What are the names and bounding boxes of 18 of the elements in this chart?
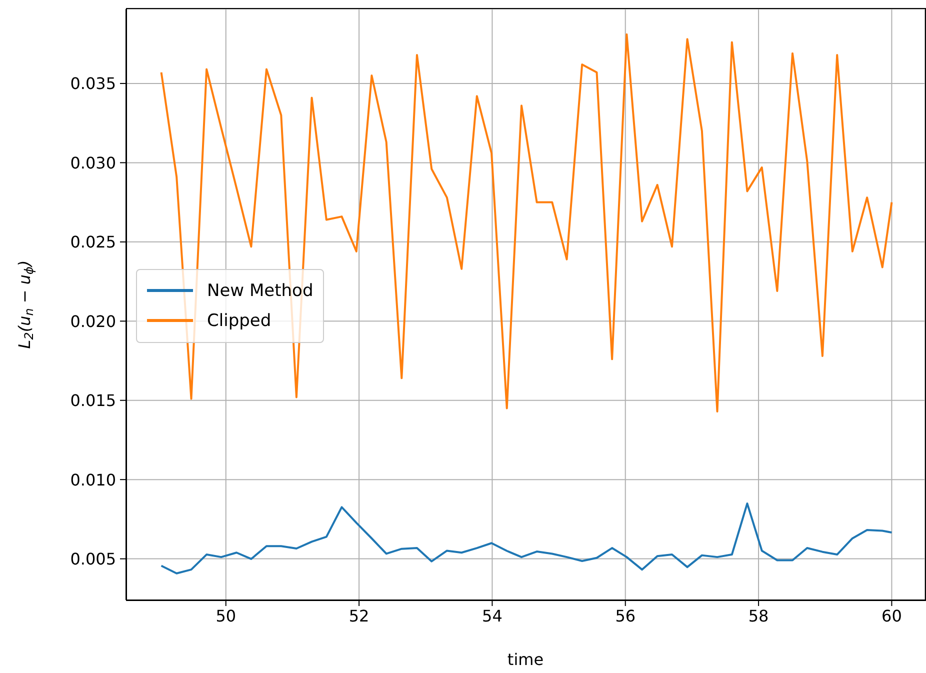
x-tick-label: 58 (748, 606, 769, 626)
y-tick-label: 0.035 (70, 74, 116, 94)
x-tick-label: 54 (482, 606, 502, 626)
legend-label: Clipped (207, 310, 272, 330)
x-axis-title: time (507, 650, 544, 669)
x-tick-label: 56 (615, 606, 636, 626)
y-tick-label: 0.030 (70, 153, 116, 172)
y-tick-label: 0.025 (70, 232, 116, 252)
line-series (160, 502, 893, 574)
y-tick-label: 0.015 (70, 391, 116, 410)
legend-label: New Method (207, 280, 314, 300)
y-tick-label: 0.010 (70, 470, 116, 490)
x-tick-label: 52 (348, 606, 370, 626)
x-tick-label: 60 (882, 606, 902, 626)
line-series (160, 33, 893, 412)
y-tick-label: 0.005 (70, 549, 116, 568)
x-tick-label: 50 (216, 606, 236, 626)
y-tick-label: 0.020 (70, 312, 116, 331)
